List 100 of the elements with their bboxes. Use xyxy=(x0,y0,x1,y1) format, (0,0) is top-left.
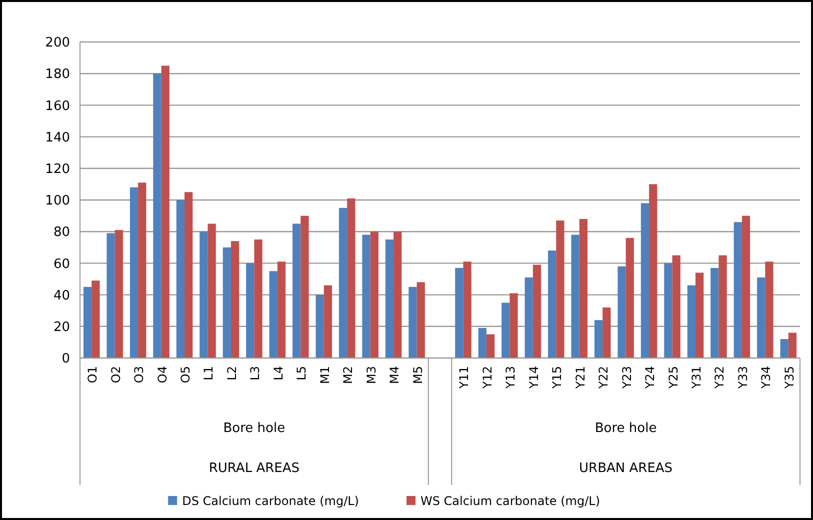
bar xyxy=(579,218,588,358)
bar xyxy=(556,220,564,358)
text: URBAN AREAS xyxy=(579,461,673,476)
x-tick-label: M5 xyxy=(410,366,425,384)
bar xyxy=(416,282,425,358)
bar xyxy=(594,320,603,358)
bar xyxy=(734,222,742,358)
y-tick-label: 0 xyxy=(62,352,70,367)
x-tick-label: Y22 xyxy=(596,366,611,390)
x-tick-label: L1 xyxy=(202,366,216,380)
x-tick-label: Y34 xyxy=(759,366,774,390)
bar xyxy=(269,271,278,358)
bar xyxy=(130,187,138,358)
bar xyxy=(246,263,254,358)
bar xyxy=(788,332,797,358)
bar xyxy=(161,66,170,358)
legend-label: DS Calcium carbonate (mg/L) xyxy=(182,494,359,508)
legend-label: WS Calcium carbonate (mg/L) xyxy=(420,494,600,508)
x-tick-label: L2 xyxy=(224,366,239,380)
x-tick-label: Y31 xyxy=(689,366,704,390)
x-tick-label: O3 xyxy=(132,366,146,384)
bar xyxy=(502,302,510,358)
bar xyxy=(524,277,533,358)
bar xyxy=(626,238,634,358)
bar xyxy=(618,266,626,358)
bar xyxy=(765,262,774,358)
x-tick-label: L3 xyxy=(248,366,262,380)
bar xyxy=(300,216,309,358)
x-tick-label: M2 xyxy=(341,366,356,384)
text: Bore hole xyxy=(594,421,657,436)
bar xyxy=(510,293,518,358)
x-tick-label: M1 xyxy=(318,366,332,384)
x-tick-label: Y25 xyxy=(666,366,680,390)
x-tick-label: Y12 xyxy=(480,366,494,390)
x-tick-label: Y13 xyxy=(504,366,518,390)
x-tick-label: L4 xyxy=(271,366,286,380)
bar xyxy=(200,232,208,358)
bar xyxy=(757,277,766,358)
bar xyxy=(718,255,727,358)
bar xyxy=(408,286,417,358)
bar xyxy=(478,328,486,358)
bar xyxy=(394,232,402,358)
bar xyxy=(347,198,356,358)
bar xyxy=(640,203,650,358)
y-tick-label: 80 xyxy=(53,225,70,240)
bar xyxy=(324,285,332,358)
bar xyxy=(184,192,193,358)
bar xyxy=(176,200,185,358)
bar xyxy=(532,264,542,358)
bar xyxy=(362,234,370,358)
x-tick-label: Y24 xyxy=(643,366,658,390)
bar xyxy=(83,286,92,358)
x-tick-label: Y11 xyxy=(457,366,472,390)
bar xyxy=(230,241,240,358)
text: Bore hole xyxy=(223,421,286,436)
bar xyxy=(208,224,216,358)
x-tick-label: L5 xyxy=(294,366,309,380)
bar xyxy=(277,262,286,358)
bar xyxy=(106,233,115,358)
bar xyxy=(153,74,162,358)
y-tick-label: 20 xyxy=(53,320,70,335)
bar xyxy=(602,307,611,358)
bar xyxy=(138,182,146,358)
x-tick-label: Y14 xyxy=(526,366,541,390)
bar xyxy=(316,294,324,358)
bar xyxy=(742,216,750,358)
bar xyxy=(455,268,464,358)
y-tick-label: 100 xyxy=(45,194,70,209)
y-tick-label: 120 xyxy=(45,162,70,177)
bar xyxy=(92,280,100,358)
y-tick-label: 60 xyxy=(53,256,70,272)
x-tick-label: Y15 xyxy=(550,366,564,390)
text: RURAL AREAS xyxy=(208,461,300,476)
y-tick-label: 160 xyxy=(45,98,70,114)
bar xyxy=(649,184,658,358)
x-tick-label: O5 xyxy=(178,366,193,384)
bar xyxy=(463,262,472,358)
bar xyxy=(338,208,348,358)
x-tick-label: Y23 xyxy=(620,366,634,390)
bar xyxy=(114,230,123,358)
bar xyxy=(571,234,580,358)
y-tick-label: 40 xyxy=(53,288,70,304)
bar xyxy=(695,272,704,358)
bar xyxy=(254,240,262,358)
x-tick-label: Y21 xyxy=(573,366,588,390)
bar xyxy=(548,250,556,358)
y-tick-label: 200 xyxy=(45,36,70,51)
x-tick-label: Y33 xyxy=(736,366,750,390)
bar xyxy=(780,339,788,358)
x-tick-label: O2 xyxy=(108,366,123,384)
x-tick-label: Y32 xyxy=(712,366,727,390)
y-tick-label: 140 xyxy=(45,130,70,146)
bar xyxy=(292,224,301,358)
x-tick-label: O1 xyxy=(86,366,100,384)
bar xyxy=(222,247,231,358)
bar xyxy=(664,263,672,358)
bar xyxy=(486,334,495,358)
bar xyxy=(370,232,378,358)
bar xyxy=(385,240,394,358)
bar xyxy=(687,285,696,358)
